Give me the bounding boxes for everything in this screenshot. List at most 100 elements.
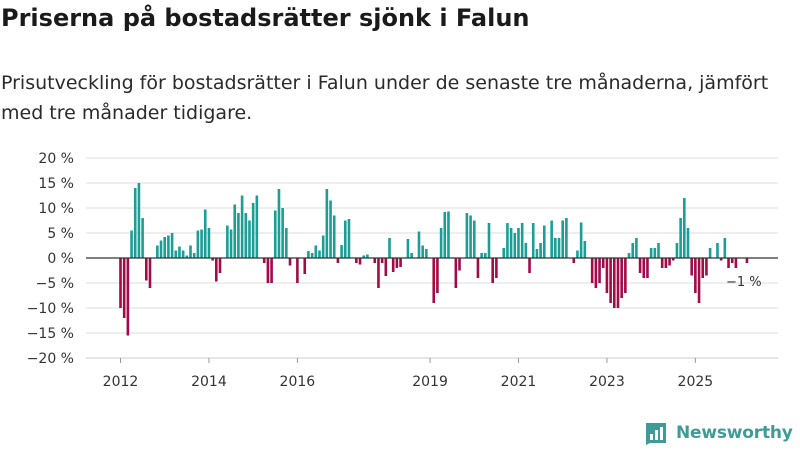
bar-positive bbox=[565, 218, 568, 258]
bar-negative bbox=[642, 258, 646, 278]
bar-positive bbox=[635, 238, 638, 258]
newsworthy-logo-text: Newsworthy bbox=[676, 423, 793, 443]
bar-positive bbox=[484, 253, 487, 258]
bar-positive bbox=[469, 215, 472, 258]
bar-positive bbox=[506, 223, 509, 258]
bar-positive bbox=[251, 203, 255, 258]
bar-negative bbox=[391, 258, 395, 272]
bar-negative bbox=[458, 258, 461, 271]
x-tick-label: 2021 bbox=[501, 374, 537, 390]
bar-positive bbox=[281, 208, 284, 258]
bar-negative bbox=[296, 258, 299, 283]
bar-positive bbox=[649, 248, 653, 258]
bar-positive bbox=[487, 223, 491, 258]
bar-positive bbox=[362, 255, 366, 258]
bar-positive bbox=[535, 249, 539, 258]
bar-negative bbox=[215, 258, 218, 282]
newsworthy-logo-icon bbox=[646, 423, 666, 445]
bar-positive bbox=[683, 198, 686, 258]
bar-positive bbox=[465, 213, 469, 258]
bar-positive bbox=[539, 243, 542, 258]
bar-negative bbox=[612, 258, 616, 308]
bar-negative bbox=[145, 258, 148, 281]
bar-negative bbox=[616, 258, 620, 308]
bar-positive bbox=[686, 228, 690, 258]
bar-positive bbox=[561, 220, 564, 258]
bar-negative bbox=[705, 258, 708, 276]
bar-negative bbox=[432, 258, 436, 303]
bar-positive bbox=[480, 253, 483, 258]
bar-negative bbox=[358, 258, 362, 265]
newsworthy-logo[interactable]: Newsworthy bbox=[644, 420, 793, 446]
y-tick-label: −5 % bbox=[36, 276, 74, 292]
bar-negative bbox=[660, 258, 664, 268]
bar-positive bbox=[321, 235, 325, 258]
bar-positive bbox=[439, 228, 443, 258]
bar-negative bbox=[605, 258, 609, 293]
bar-positive bbox=[277, 189, 281, 258]
x-tick-label: 2019 bbox=[412, 374, 448, 390]
bar-negative bbox=[384, 258, 388, 276]
bar-positive bbox=[520, 223, 524, 258]
bar-negative bbox=[719, 258, 723, 261]
bar-positive bbox=[513, 233, 517, 258]
bar-positive bbox=[554, 238, 557, 258]
bar-positive bbox=[237, 213, 240, 258]
bar-positive bbox=[163, 237, 167, 258]
bar-negative bbox=[355, 258, 358, 263]
bar-positive bbox=[285, 228, 288, 258]
bar-negative bbox=[745, 258, 749, 263]
bar-positive bbox=[502, 248, 506, 258]
bar-positive bbox=[631, 243, 635, 258]
bar-positive bbox=[657, 243, 660, 258]
x-tick-label: 2016 bbox=[280, 374, 316, 390]
bar-positive bbox=[723, 238, 727, 258]
bar-negative bbox=[601, 258, 605, 268]
bar-negative bbox=[668, 258, 671, 266]
bar-positive bbox=[203, 209, 207, 258]
bar-positive bbox=[627, 253, 631, 258]
bar-negative bbox=[609, 258, 612, 303]
bar-negative bbox=[119, 258, 122, 308]
bar-positive bbox=[244, 213, 248, 258]
bar-negative bbox=[701, 258, 705, 278]
bar-positive bbox=[200, 229, 203, 258]
chart-title: Priserna på bostadsrätter sjönk i Falun bbox=[1, 4, 530, 32]
bar-positive bbox=[653, 248, 657, 258]
bar-negative bbox=[122, 258, 126, 318]
bar-negative bbox=[727, 258, 730, 268]
bar-negative bbox=[528, 258, 531, 273]
bar-negative bbox=[126, 258, 130, 336]
bar-positive bbox=[417, 231, 421, 258]
bar-positive bbox=[314, 245, 318, 258]
y-tick-label: −20 % bbox=[27, 351, 74, 367]
bar-positive bbox=[443, 212, 447, 258]
bar-positive bbox=[192, 253, 196, 258]
bar-negative bbox=[646, 258, 649, 278]
bar-negative bbox=[270, 258, 273, 283]
bar-positive bbox=[517, 228, 520, 258]
bar-negative bbox=[266, 258, 270, 283]
bar-negative bbox=[336, 258, 340, 263]
bar-positive bbox=[159, 240, 163, 258]
bar-negative bbox=[373, 258, 377, 263]
bar-negative bbox=[395, 258, 399, 268]
x-axis: 2012 2014 2016 2019 2021 2023 2025 bbox=[86, 357, 778, 390]
bar-negative bbox=[697, 258, 701, 303]
x-tick-label: 2014 bbox=[191, 374, 227, 390]
x-tick-label: 2012 bbox=[103, 374, 139, 390]
bar-negative bbox=[148, 258, 152, 288]
bar-positive bbox=[307, 251, 310, 258]
bar-positive bbox=[310, 253, 314, 258]
bar-negative bbox=[399, 258, 402, 267]
bar-positive bbox=[137, 183, 141, 258]
bar-positive bbox=[343, 220, 347, 258]
bar-negative bbox=[734, 258, 738, 268]
bar-positive bbox=[185, 255, 189, 258]
bar-positive bbox=[181, 250, 185, 258]
y-tick-label: 0 % bbox=[47, 251, 74, 267]
bar-positive bbox=[425, 249, 428, 258]
y-tick-label: −10 % bbox=[27, 301, 74, 317]
bar-positive bbox=[233, 204, 237, 258]
